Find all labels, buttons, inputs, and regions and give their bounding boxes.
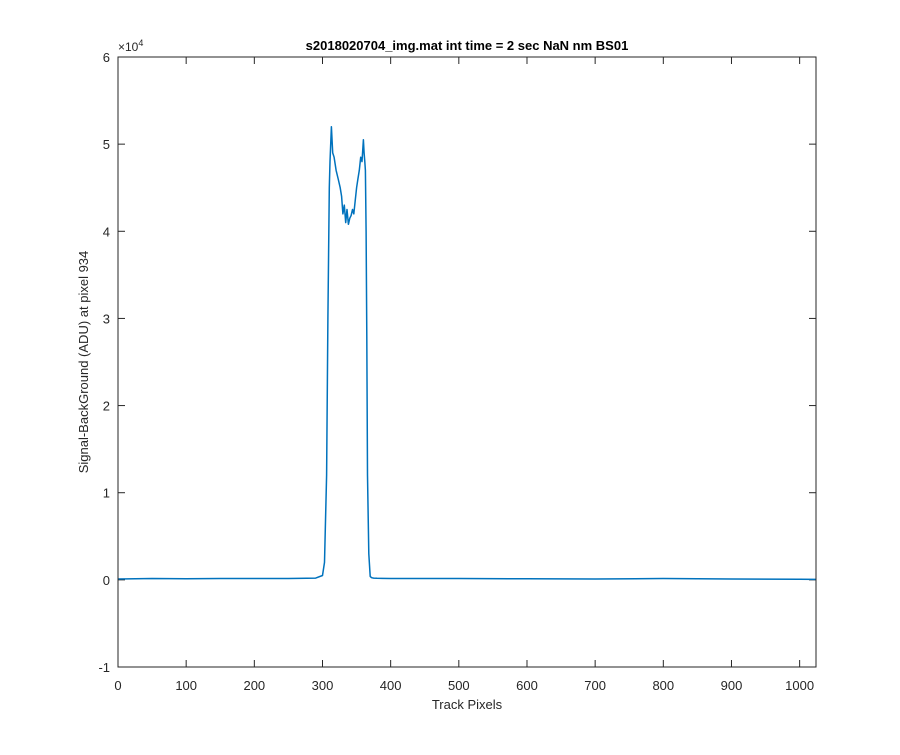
x-tick-label: 200 <box>243 678 265 693</box>
x-tick-label: 300 <box>312 678 334 693</box>
y-tick-label: 6 <box>103 50 110 65</box>
series-line <box>117 125 817 581</box>
y-tick-label: 2 <box>103 399 110 414</box>
x-ticks <box>117 57 801 667</box>
y-tick-label: 3 <box>103 311 110 326</box>
x-tick-label: 1000 <box>785 678 814 693</box>
plot-frame <box>117 56 817 668</box>
y-exponent-label: ×104 <box>118 38 143 54</box>
x-tick-label: 100 <box>175 678 197 693</box>
y-tick-labels: -1 0 1 2 3 4 5 6 <box>98 50 110 675</box>
y-exponent-power: 4 <box>138 38 143 48</box>
y-tick-label: 4 <box>103 224 110 239</box>
y-exponent-base: ×10 <box>118 40 139 54</box>
plot-area <box>118 57 816 667</box>
x-tick-label: 800 <box>652 678 674 693</box>
x-tick-label: 400 <box>380 678 402 693</box>
y-tick-label: 1 <box>103 486 110 501</box>
y-axis-label: Signal-BackGround (ADU) at pixel 934 <box>76 251 91 474</box>
x-tick-labels: 0 100 200 300 400 500 600 700 800 900 1000 <box>114 678 814 693</box>
y-tick-label: 5 <box>103 137 110 152</box>
x-axis-label: Track Pixels <box>432 697 503 712</box>
x-tick-label: 500 <box>448 678 470 693</box>
y-tick-label: -1 <box>98 660 110 675</box>
x-tick-label: 900 <box>721 678 743 693</box>
x-tick-label: 700 <box>584 678 606 693</box>
x-tick-label: 0 <box>114 678 121 693</box>
x-tick-label: 600 <box>516 678 538 693</box>
chart-title: s2018020704_img.mat int time = 2 sec NaN… <box>306 38 629 53</box>
y-tick-label: 0 <box>103 573 110 588</box>
